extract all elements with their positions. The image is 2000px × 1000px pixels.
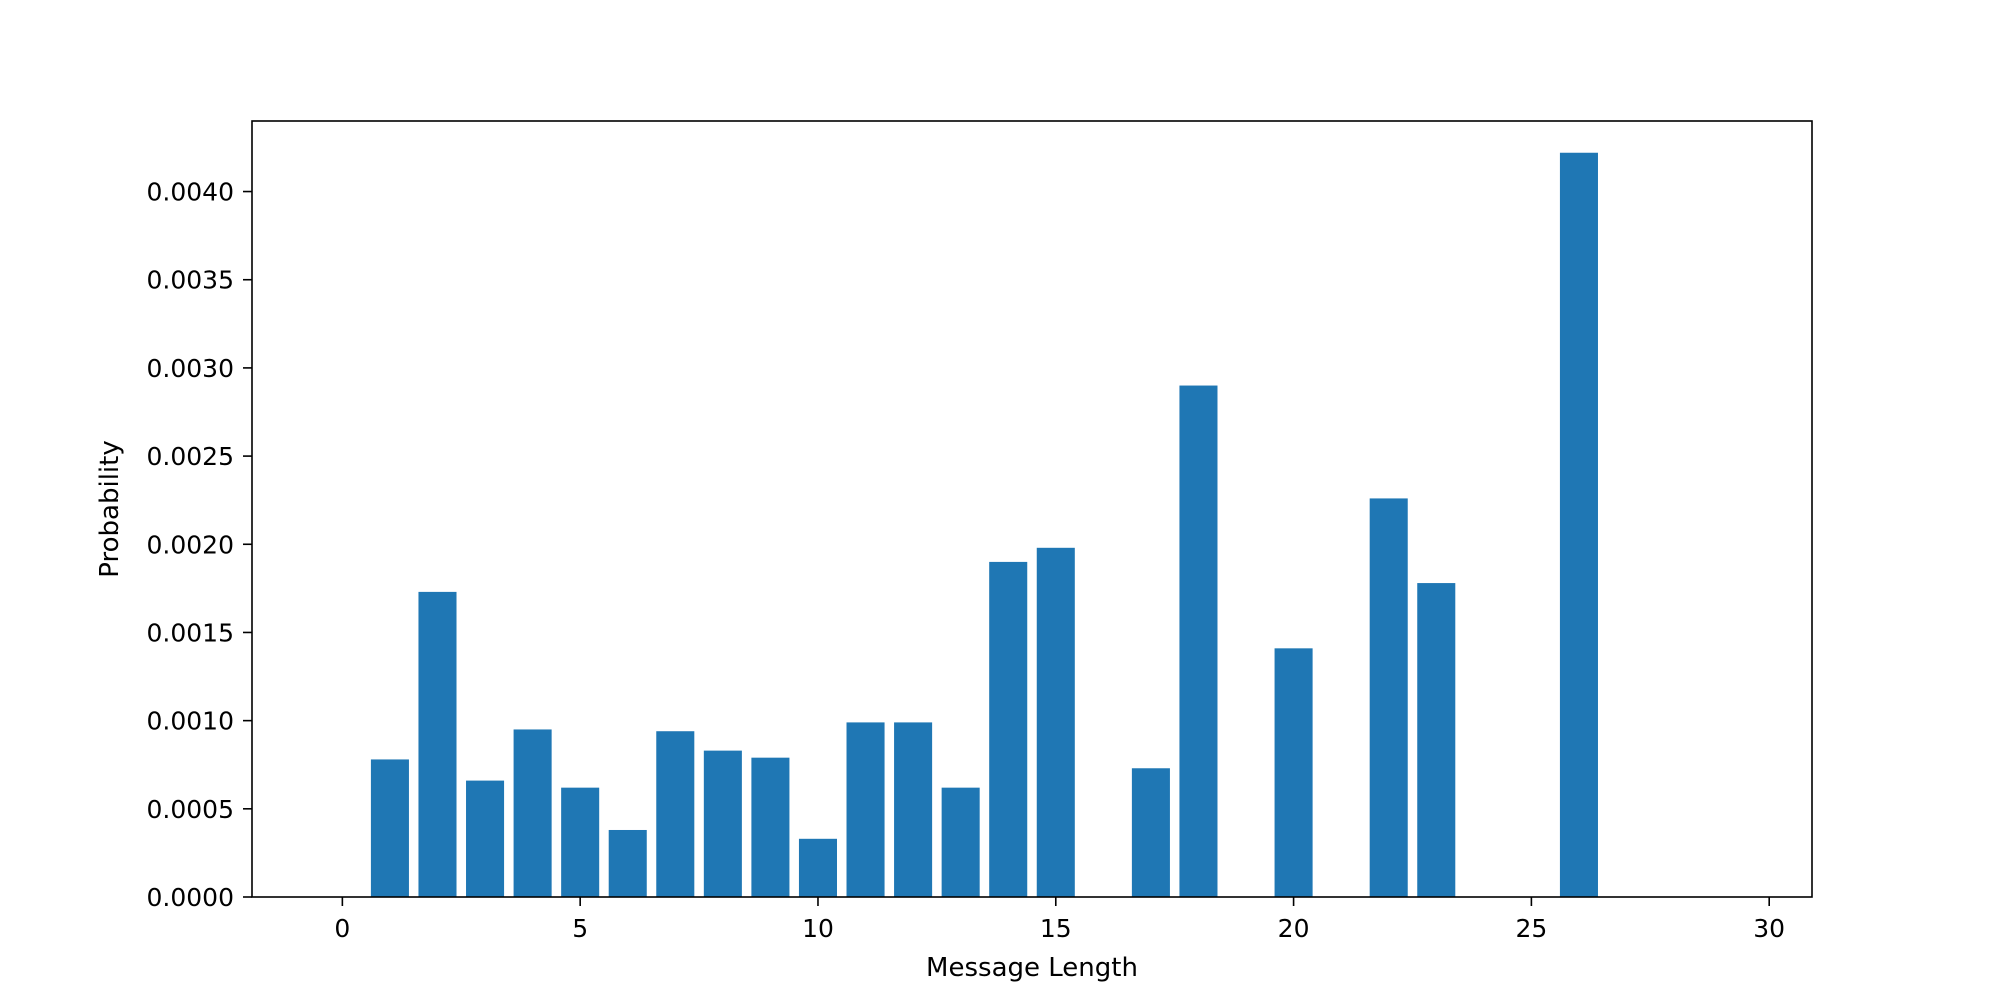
bar-10 <box>798 838 837 897</box>
bar-12 <box>894 722 933 897</box>
y-tick-label: 0.0030 <box>147 354 234 383</box>
bar-4 <box>513 729 552 897</box>
x-tick-label: 25 <box>1515 914 1547 943</box>
y-tick-label: 0.0025 <box>147 442 234 471</box>
bar-9 <box>751 757 790 897</box>
y-tick-label: 0.0000 <box>147 883 234 912</box>
bar-26 <box>1559 152 1598 897</box>
y-tick-label: 0.0020 <box>147 530 234 559</box>
x-tick-label: 30 <box>1753 914 1785 943</box>
bar-22 <box>1369 498 1408 897</box>
bar-8 <box>703 750 742 897</box>
y-tick-label: 0.0005 <box>147 795 234 824</box>
x-tick-label: 20 <box>1278 914 1310 943</box>
y-tick-label: 0.0010 <box>147 707 234 736</box>
bar-11 <box>846 722 885 897</box>
bar-18 <box>1179 385 1218 897</box>
y-tick-label: 0.0035 <box>147 266 234 295</box>
x-axis: 0 5 10 15 20 25 30 <box>334 897 1785 943</box>
y-axis-label: Probability <box>95 440 125 577</box>
plot-frame <box>251 120 1813 898</box>
bar-23 <box>1417 583 1456 897</box>
x-axis-label: Message Length <box>926 953 1138 983</box>
bar-2 <box>418 591 457 897</box>
bar-5 <box>561 787 600 897</box>
bar-1 <box>370 759 409 897</box>
x-tick-label: 15 <box>1040 914 1072 943</box>
bar-20 <box>1274 648 1313 897</box>
x-tick-label: 10 <box>802 914 834 943</box>
bar-17 <box>1131 768 1170 897</box>
bar-7 <box>656 731 695 897</box>
bar-14 <box>989 561 1028 897</box>
bar-13 <box>941 787 980 897</box>
y-tick-label: 0.0040 <box>147 178 234 207</box>
x-tick-label: 5 <box>572 914 588 943</box>
x-tick-label: 0 <box>334 914 350 943</box>
y-axis: 0.0000 0.0005 0.0010 0.0015 0.0020 0.0025 0.00… <box>147 178 252 912</box>
bars-group <box>370 152 1598 897</box>
y-tick-label: 0.0015 <box>147 618 234 647</box>
bar-6 <box>608 829 647 897</box>
bar-3 <box>466 780 505 897</box>
bar-15 <box>1036 547 1075 897</box>
